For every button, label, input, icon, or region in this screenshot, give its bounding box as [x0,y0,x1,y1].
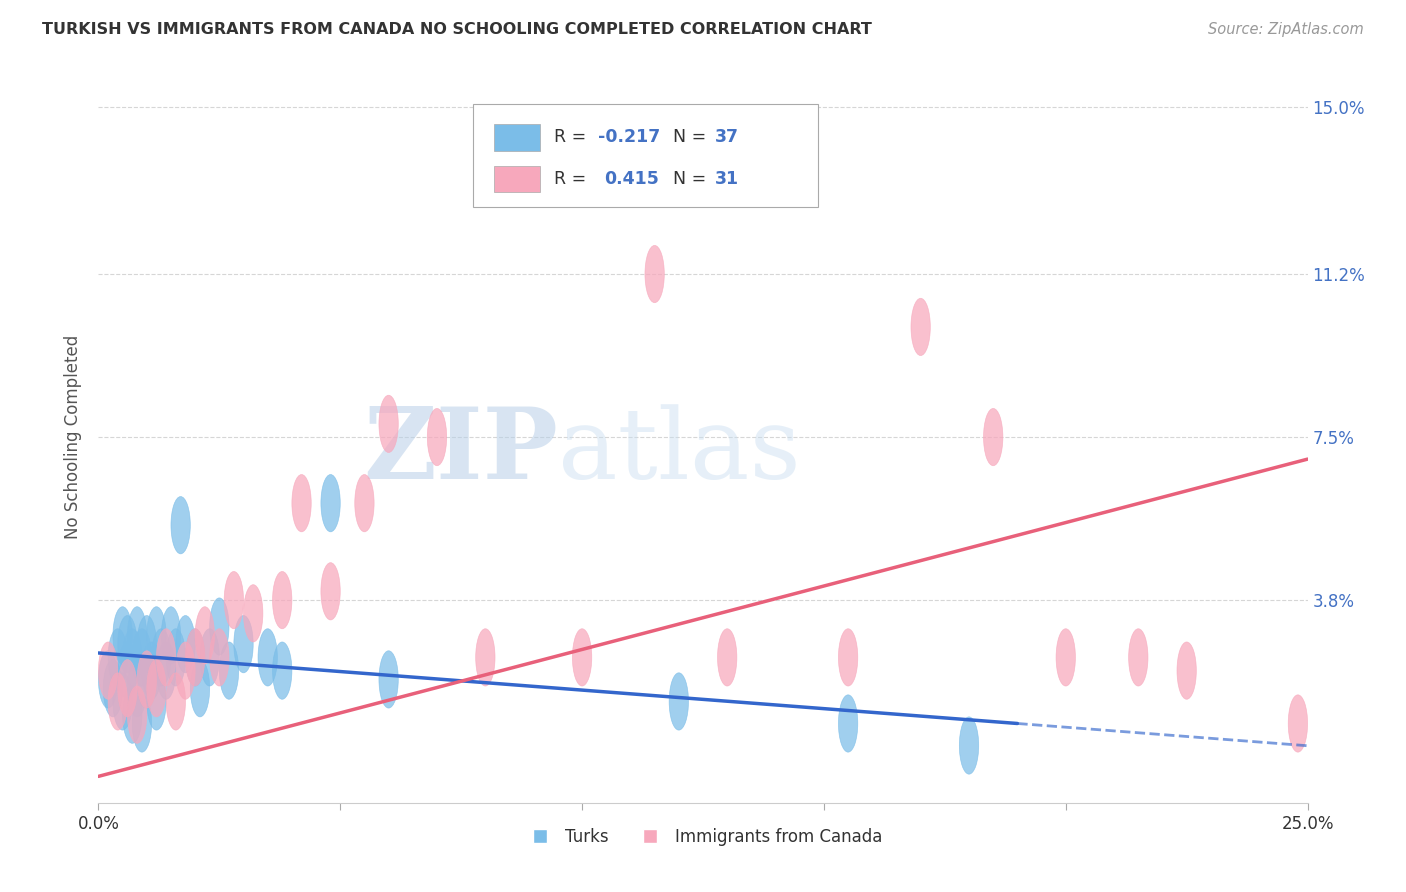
Ellipse shape [838,695,858,752]
Ellipse shape [717,629,737,686]
Ellipse shape [1056,629,1076,686]
Ellipse shape [138,651,156,708]
Ellipse shape [98,651,118,708]
Ellipse shape [128,659,146,717]
Ellipse shape [152,629,172,686]
Text: -0.217: -0.217 [598,128,659,146]
Ellipse shape [380,395,398,452]
Text: atlas: atlas [558,404,800,500]
Ellipse shape [200,629,219,686]
Ellipse shape [984,409,1002,466]
Text: ZIP: ZIP [363,403,558,500]
Ellipse shape [138,651,156,708]
Ellipse shape [1129,629,1147,686]
Ellipse shape [108,629,128,686]
Ellipse shape [166,673,186,730]
Ellipse shape [911,298,931,356]
Ellipse shape [108,673,128,730]
Ellipse shape [186,629,205,686]
Ellipse shape [142,642,162,699]
Legend: Turks, Immigrants from Canada: Turks, Immigrants from Canada [516,822,890,853]
Ellipse shape [572,629,592,686]
Ellipse shape [959,717,979,774]
Ellipse shape [427,409,447,466]
Text: 31: 31 [716,170,740,188]
Ellipse shape [1288,695,1308,752]
Ellipse shape [273,572,292,629]
Ellipse shape [475,629,495,686]
Ellipse shape [259,629,277,686]
Ellipse shape [146,673,166,730]
Ellipse shape [838,629,858,686]
Ellipse shape [112,607,132,664]
Ellipse shape [645,245,664,302]
Ellipse shape [172,497,190,554]
Ellipse shape [122,629,142,686]
Ellipse shape [321,475,340,532]
Ellipse shape [380,651,398,708]
Ellipse shape [1177,642,1197,699]
Text: 0.415: 0.415 [603,170,659,188]
Text: N =: N = [672,128,711,146]
Ellipse shape [273,642,292,699]
Text: TURKISH VS IMMIGRANTS FROM CANADA NO SCHOOLING COMPLETED CORRELATION CHART: TURKISH VS IMMIGRANTS FROM CANADA NO SCH… [42,22,872,37]
Ellipse shape [156,642,176,699]
Ellipse shape [209,629,229,686]
Ellipse shape [103,659,122,717]
Ellipse shape [146,607,166,664]
Ellipse shape [195,607,215,664]
Ellipse shape [112,673,132,730]
Ellipse shape [128,686,146,743]
Ellipse shape [98,642,118,699]
Ellipse shape [128,607,146,664]
Ellipse shape [224,572,243,629]
Ellipse shape [209,598,229,656]
Y-axis label: No Schooling Completed: No Schooling Completed [65,335,83,539]
Ellipse shape [186,629,205,686]
Ellipse shape [176,615,195,673]
Ellipse shape [122,686,142,743]
Ellipse shape [243,584,263,642]
Ellipse shape [156,629,176,686]
Ellipse shape [190,659,209,717]
Text: R =: R = [554,128,592,146]
Ellipse shape [118,659,138,717]
Text: 37: 37 [716,128,740,146]
Ellipse shape [669,673,689,730]
Bar [494,124,540,151]
Ellipse shape [219,642,239,699]
Ellipse shape [166,629,186,686]
FancyBboxPatch shape [474,104,818,207]
Ellipse shape [132,629,152,686]
Text: Source: ZipAtlas.com: Source: ZipAtlas.com [1208,22,1364,37]
Ellipse shape [132,695,152,752]
Ellipse shape [176,642,195,699]
Ellipse shape [162,607,180,664]
Ellipse shape [118,615,138,673]
Text: R =: R = [554,170,592,188]
Ellipse shape [292,475,311,532]
Text: N =: N = [672,170,711,188]
Ellipse shape [354,475,374,532]
Ellipse shape [321,563,340,620]
Ellipse shape [233,615,253,673]
Ellipse shape [138,615,156,673]
Bar [494,166,540,193]
Ellipse shape [146,659,166,717]
Ellipse shape [118,642,138,699]
